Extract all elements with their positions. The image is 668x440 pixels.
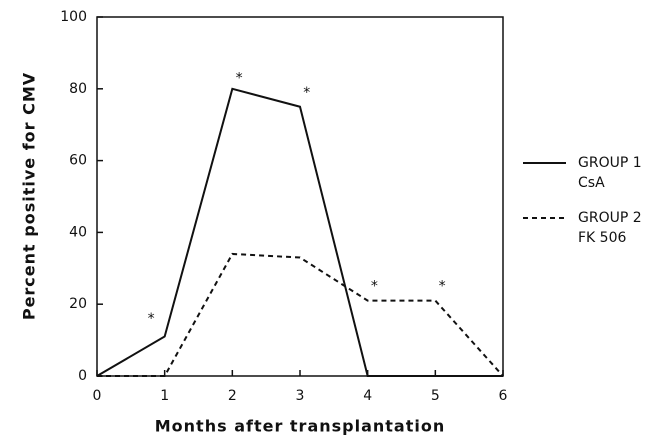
annotation: * [439, 279, 446, 295]
legend-description: CsA [578, 175, 605, 191]
annotation: * [371, 279, 378, 295]
x-tick-label: 0 [93, 388, 102, 404]
annotation: * [303, 85, 310, 101]
series-line [97, 252, 504, 377]
annotation: * [148, 311, 155, 327]
annotation: * [236, 70, 243, 86]
y-tick-label: 60 [69, 153, 87, 169]
y-tick-label: 0 [78, 368, 87, 384]
x-tick-label: 1 [160, 388, 169, 404]
x-tick-label: 4 [363, 388, 372, 404]
legend-label: GROUP 1 [578, 155, 642, 171]
legend-description: FK 506 [578, 230, 626, 246]
y-tick-label: 40 [69, 224, 87, 240]
x-tick-label: 6 [499, 388, 508, 404]
y-tick-label: 80 [69, 81, 87, 97]
x-tick-label: 3 [296, 388, 305, 404]
x-axis-title: Months after transplantation [155, 417, 446, 436]
x-tick-label: 5 [431, 388, 440, 404]
x-tick-label: 2 [228, 388, 237, 404]
series-line [96, 87, 503, 377]
y-tick-label: 100 [60, 9, 87, 25]
plot-frame [96, 16, 504, 377]
y-tick-label: 20 [69, 296, 87, 312]
legend-label: GROUP 2 [578, 210, 642, 226]
y-axis-title: Percent positive for CMV [20, 72, 39, 320]
